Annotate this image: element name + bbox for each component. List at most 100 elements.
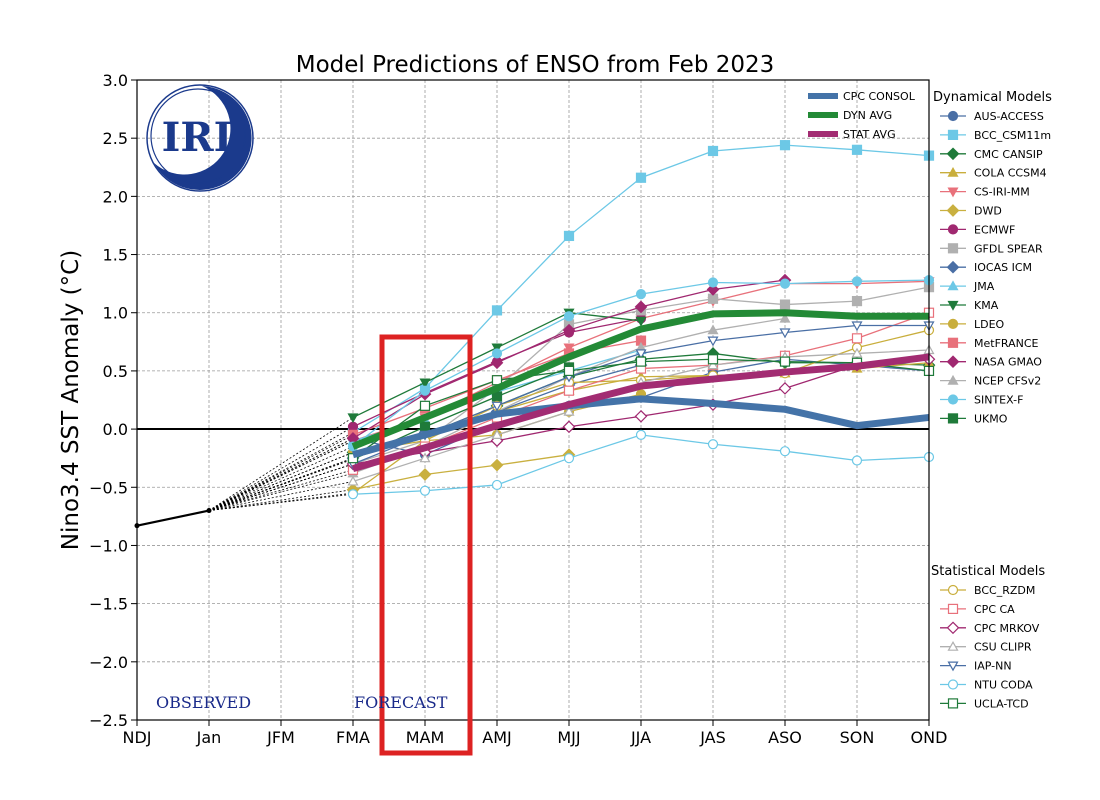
point-bcc-csm11m [563, 230, 575, 242]
observed-label: OBSERVED [156, 693, 251, 712]
legend-label: UCLA-TCD [974, 697, 1029, 710]
point-kma [419, 378, 431, 389]
legend-marker [947, 679, 959, 690]
forecast-label: FORECAST [354, 693, 448, 712]
point-cs-iri-mm [563, 343, 575, 354]
legend-item-dyn-avg: DYN AVG [808, 109, 892, 122]
legend-label: NASA GMAO [974, 356, 1042, 369]
legend-marker [946, 355, 960, 369]
point-ntu-coda [491, 479, 503, 491]
logo-inner-ring [150, 88, 246, 184]
series-sintex-f [347, 275, 935, 452]
legend-label: CPC MRKOV [974, 622, 1040, 635]
logo-text: IRI [162, 114, 233, 161]
point-csu-clipr [851, 347, 863, 358]
point-ncep-cfsv2 [779, 312, 791, 323]
legend-item-cpc-ca: CPC CA [940, 603, 1015, 616]
point-sintex-f [779, 278, 791, 289]
y-axis-label: Nino3.4 SST Anomaly (°C) [58, 250, 84, 550]
legend-item-gfdl-spear: GFDL SPEAR [940, 242, 1043, 255]
legend-marker [947, 129, 959, 140]
plot-frame [136, 79, 930, 721]
point-ntu-coda [779, 446, 791, 457]
x-tick-label: JAS [699, 728, 726, 747]
legend-item-iap-nn: IAP-NN [940, 660, 1012, 673]
x-tick-label: JJA [630, 728, 651, 747]
point-dwd [490, 458, 504, 472]
point-kma [347, 413, 359, 424]
series-kma [347, 308, 647, 424]
y-tick-label: −0.5 [89, 478, 128, 497]
legend-label: CSU CLIPR [974, 641, 1032, 654]
legend-label: CPC CA [974, 603, 1015, 616]
legend-label: BCC_RZDM [974, 584, 1035, 597]
point-csu-clipr [563, 405, 575, 416]
legend-item-ukmo: UKMO [940, 412, 1008, 425]
x-tick-label: JFM [266, 728, 295, 747]
point-ucla-tcd [635, 356, 647, 367]
point-kma [491, 343, 503, 354]
legend-label: UKMO [974, 412, 1008, 425]
y-tick-label: −2.5 [89, 711, 128, 730]
point-sintex-f [635, 289, 647, 300]
x-tick-label: NDJ [122, 728, 151, 747]
legend-marker [947, 584, 959, 596]
dynamical-legend-title: Dynamical Models [933, 90, 1052, 105]
link-bcc-csm11m [208, 432, 354, 511]
point-ntu-coda [635, 429, 647, 441]
y-tick-label: 3.0 [103, 71, 128, 90]
legend-label: DWD [974, 205, 1002, 218]
point-ucla-tcd [563, 365, 575, 377]
legend-item-cpc-consol: CPC CONSOL [808, 90, 916, 103]
legend-item-cmc-cansip: CMC CANSIP [940, 147, 1043, 161]
legend-marker [946, 204, 960, 217]
point-ntu-coda [419, 485, 431, 496]
y-tick-label: 2.5 [103, 129, 128, 148]
point-iap-nn [635, 349, 647, 360]
point-kma [635, 316, 647, 327]
observed-line-path [136, 509, 210, 527]
point-iap-nn [851, 321, 863, 332]
legend-label: SINTEX-F [974, 394, 1023, 407]
legend-marker [947, 698, 959, 709]
point-bcc-csm11m [851, 144, 863, 155]
legend-label: CPC CONSOL [843, 90, 916, 103]
x-tick-label: MAM [406, 728, 445, 747]
legend-item-stat-avg: STAT AVG [808, 128, 896, 141]
point-sintex-f [851, 276, 863, 287]
y-tick-label: 0.5 [103, 362, 128, 381]
point-ntu-coda [707, 439, 719, 450]
legend-marker [947, 640, 959, 651]
link-ntu-coda [208, 493, 354, 511]
legend-marker [947, 413, 959, 424]
point-sintex-f [707, 277, 719, 288]
line-dwd [352, 454, 570, 491]
legend-item-cpc-mrkov: CPC MRKOV [940, 621, 1040, 635]
legend-item-cola-ccsm4: COLA CCSM4 [940, 167, 1047, 180]
legend-label: IOCAS ICM [974, 261, 1032, 274]
legend-label: KMA [974, 299, 999, 312]
point-ucla-tcd [419, 400, 431, 411]
legend-item-aus-access: AUS-ACCESS [940, 110, 1044, 123]
link-iap-nn [208, 463, 354, 511]
point-gfdl-spear [779, 299, 791, 310]
legend-item-metfrance: MetFRANCE [940, 337, 1039, 350]
legend-item-ecmwf: ECMWF [940, 223, 1015, 236]
point-iap-nn [491, 401, 503, 412]
legend-label: NTU CODA [974, 679, 1033, 692]
point-nasa-gmao [562, 323, 576, 337]
legend-label: DYN AVG [843, 109, 892, 122]
legend-label: AUS-ACCESS [974, 110, 1044, 123]
legend-marker [947, 603, 959, 615]
series-ntu-coda [347, 429, 935, 500]
legend-marker [947, 318, 959, 329]
legend-item-dwd: DWD [940, 204, 1002, 218]
point-ntu-coda [563, 453, 575, 464]
statistical-legend-title: Statistical Models [931, 564, 1045, 579]
point-ucla-tcd [707, 354, 719, 365]
y-tick-label: 1.0 [103, 304, 128, 323]
legend-dynamical: AUS-ACCESS BCC_CSM11m CMC CANSIP COLA CCSM4… [940, 110, 1051, 425]
link-ldeo [208, 451, 354, 511]
link-csu-clipr [208, 481, 354, 511]
point-csu-clipr [347, 475, 359, 486]
